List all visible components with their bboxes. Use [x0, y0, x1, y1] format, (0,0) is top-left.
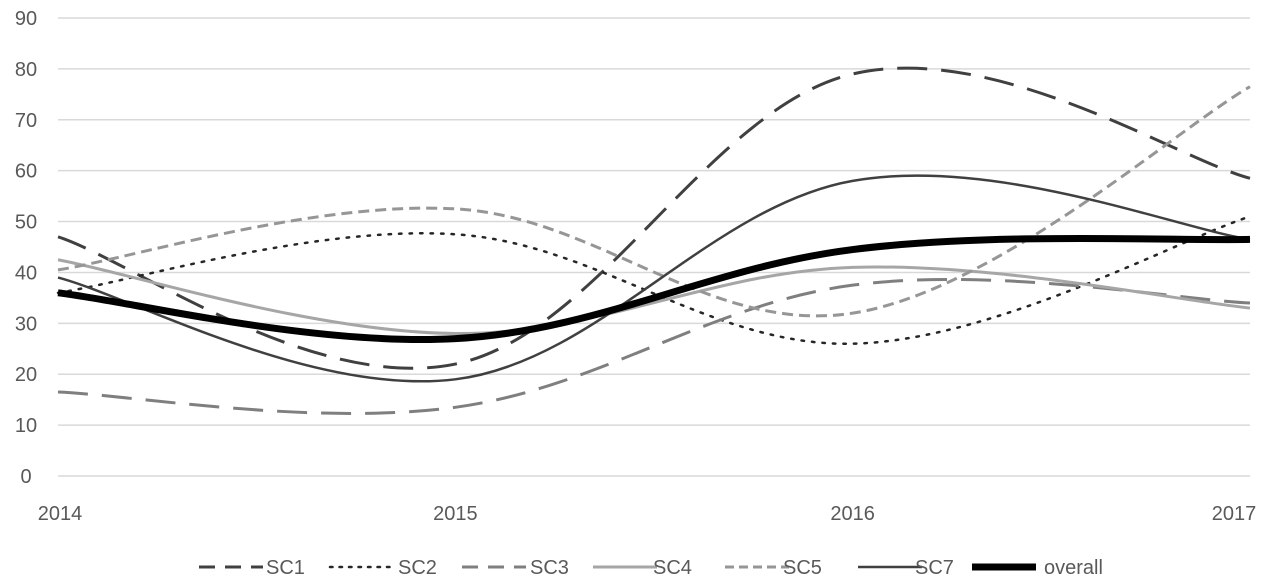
- x-tick-label: 2014: [38, 503, 83, 525]
- series-line-SC3: [57, 278, 1251, 415]
- series-line-overall: [57, 234, 1251, 343]
- y-axis-tick-labels: 0 10 20 30 40 50 60 70 80 90: [15, 8, 37, 488]
- series-line-SC4: [57, 258, 1251, 336]
- legend-item-SC3: SC3: [462, 557, 569, 579]
- x-tick-label: 2016: [830, 503, 875, 525]
- legend-label: SC4: [653, 557, 692, 579]
- y-tick-label: 50: [15, 212, 37, 234]
- legend-item-SC4: SC4: [593, 557, 692, 579]
- legend-item-overall: overall: [972, 557, 1103, 579]
- legend-label: SC1: [266, 557, 305, 579]
- series-line-SC2: [56, 215, 1252, 345]
- legend-item-SC1: SC1: [199, 557, 305, 579]
- y-tick-label: 30: [15, 313, 37, 335]
- y-tick-label: 80: [15, 59, 37, 81]
- y-tick-label: 60: [15, 161, 37, 183]
- y-tick-label: 20: [15, 364, 37, 386]
- series-lines: [56, 66, 1252, 415]
- y-tick-label: 40: [15, 262, 37, 284]
- x-axis-tick-labels: 2014 2015 2016 2017: [38, 503, 1257, 525]
- y-tick-label: 70: [15, 110, 37, 132]
- y-tick-label: 0: [20, 466, 31, 488]
- y-tick-label: 10: [15, 415, 37, 437]
- x-tick-label: 2017: [1212, 503, 1257, 525]
- legend-label: SC2: [398, 557, 437, 579]
- legend-label: SC7: [915, 557, 954, 579]
- legend-item-SC2: SC2: [328, 557, 437, 579]
- legend-item-SC5: SC5: [725, 557, 822, 579]
- legend-label: SC5: [783, 557, 822, 579]
- legend-label: overall: [1044, 557, 1103, 579]
- series-line-SC7: [57, 174, 1251, 383]
- legend: SC1 SC2 SC3 SC4 SC5 SC7 overall: [199, 557, 1103, 579]
- legend-label: SC3: [530, 557, 569, 579]
- x-tick-label: 2015: [433, 503, 478, 525]
- y-tick-label: 90: [15, 8, 37, 30]
- legend-item-SC7: SC7: [858, 557, 954, 579]
